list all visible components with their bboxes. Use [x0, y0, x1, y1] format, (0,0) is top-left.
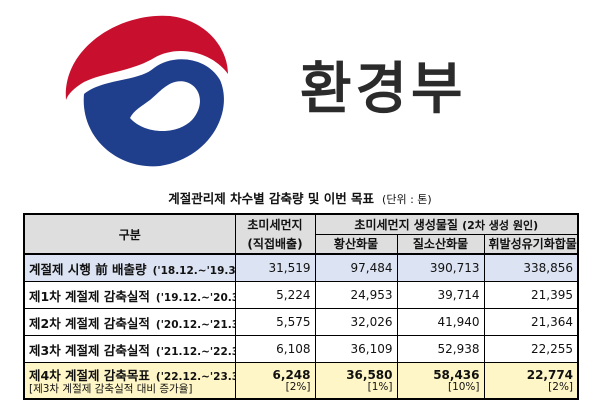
target-sox-pct: [1%]: [367, 380, 393, 393]
cell-nox: 41,940: [396, 308, 485, 336]
table-row: 계절제 시행 前 배출량 ('18.12.~'19.3.) 31,519 97,4…: [23, 253, 580, 282]
table-title-text: 계절관리제 차수별 감축량 및 이번 목표: [168, 191, 375, 206]
cell-nox: 52,938: [396, 335, 485, 363]
target-nox-pct: [10%]: [447, 380, 480, 393]
cell-fine-dust: 31,519: [234, 253, 316, 282]
row-label: 제1차 계절제 감축실적 ('19.12.~'20.3.): [23, 281, 236, 309]
table-row: 제3차 계절제 감축실적 ('21.12.~'22.3.) 6,108 36,10…: [23, 335, 580, 363]
target-fine-dust-value: 6,248: [272, 367, 311, 382]
table-row: 제1차 계절제 감축실적 ('19.12.~'20.3.) 5,224 24,95…: [23, 281, 580, 309]
cell-voc: 22,255: [483, 335, 580, 363]
row-label-text: 제3차 계절제 감축실적: [29, 342, 150, 358]
header-precursors: 초미세먼지 생성물질 (2차 생성 원인): [314, 213, 580, 235]
cell-voc: 338,856: [483, 253, 580, 282]
cell-fine-dust: 5,575: [234, 308, 316, 336]
row-label: 제2차 계절제 감축실적 ('20.12.~'21.3.): [23, 308, 236, 336]
row-period: ('21.12.~'22.3.): [155, 345, 234, 358]
header-sox: 황산화물: [314, 233, 398, 255]
target-note: [제3차 계절제 감축실적 대비 증가율]: [29, 383, 193, 396]
cell-voc: 21,395: [483, 281, 580, 309]
cell-voc: 21,364: [483, 308, 580, 336]
header-precursors-label: 초미세먼지 생성물질: [354, 217, 458, 232]
taegeuk-logo: [60, 8, 232, 170]
target-voc-value: 22,774: [526, 367, 574, 382]
cell-sox: 97,484: [314, 253, 398, 282]
target-nox: 58,436 [10%]: [396, 362, 485, 400]
target-row: 제4차 계절제 감축목표 ('22.12.~'23.3.) [제3차 계절제 감축…: [23, 362, 580, 400]
target-voc: 22,774 [2%]: [483, 362, 580, 400]
ministry-name: 환경부: [300, 57, 467, 122]
target-fine-dust-pct: [2%]: [285, 380, 311, 393]
row-label: 제3차 계절제 감축실적 ('21.12.~'22.3.): [23, 335, 236, 363]
cell-sox: 36,109: [314, 335, 398, 363]
header-precursors-sub: (2차 생성 원인): [462, 218, 539, 232]
row-period: ('18.12.~'19.3.): [152, 264, 235, 277]
cell-sox: 24,953: [314, 281, 398, 309]
target-label-text: 제4차 계절제 감축목표: [29, 368, 150, 384]
row-label: 계절제 시행 前 배출량 ('18.12.~'19.3.): [23, 253, 236, 282]
row-period: ('19.12.~'20.3.): [155, 291, 234, 304]
target-sox: 36,580 [1%]: [314, 362, 398, 400]
reduction-table: 구분 초미세먼지 초미세먼지 생성물질 (2차 생성 원인) (직접배출) 황산…: [23, 213, 580, 400]
target-nox-value: 58,436: [433, 367, 480, 382]
cell-nox: 39,714: [396, 281, 485, 309]
cell-sox: 32,026: [314, 308, 398, 336]
row-period: ('20.12.~'21.3.): [155, 318, 234, 331]
cell-fine-dust: 5,224: [234, 281, 316, 309]
taegeuk-logo-icon: [65, 15, 228, 167]
header-category: 구분: [23, 213, 236, 255]
row-label-text: 계절제 시행 前 배출량: [29, 261, 147, 277]
target-period: ('22.12.~'23.3.): [155, 371, 234, 384]
cell-fine-dust: 6,108: [234, 335, 316, 363]
header-fine-dust: 초미세먼지: [234, 213, 316, 234]
table-row: 제2차 계절제 감축실적 ('20.12.~'21.3.) 5,575 32,02…: [23, 308, 580, 336]
header-fine-dust-sub: (직접배출): [234, 234, 316, 255]
header-voc: 휘발성유기화합물: [483, 233, 580, 255]
cell-nox: 390,713: [396, 253, 485, 282]
target-sox-value: 36,580: [346, 367, 393, 382]
target-voc-pct: [2%]: [548, 380, 574, 393]
row-label-text: 제1차 계절제 감축실적: [29, 288, 150, 304]
header-nox: 질소산화물: [396, 233, 485, 255]
target-fine-dust: 6,248 [2%]: [234, 362, 316, 400]
table-title: 계절관리제 차수별 감축량 및 이번 목표 (단위 : 톤): [0, 188, 600, 207]
table-unit: (단위 : 톤): [382, 193, 432, 206]
target-label: 제4차 계절제 감축목표 ('22.12.~'23.3.) [제3차 계절제 감축…: [23, 362, 236, 400]
row-label-text: 제2차 계절제 감축실적: [29, 315, 150, 331]
